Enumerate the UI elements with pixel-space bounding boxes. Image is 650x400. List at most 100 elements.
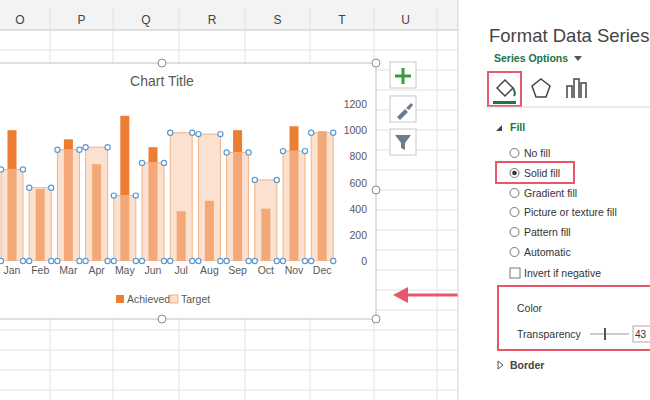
active-tab-bar	[493, 101, 516, 104]
highlight-box	[498, 286, 650, 350]
selection-handle	[111, 193, 116, 198]
selection-handle	[190, 258, 195, 263]
bar	[255, 180, 277, 261]
x-tick-label: Apr	[88, 264, 105, 276]
selection-handle	[196, 258, 201, 263]
highlight-box	[488, 72, 521, 106]
selection-handle	[55, 258, 60, 263]
series-options-icon[interactable]	[567, 79, 586, 98]
selection-handle	[274, 177, 279, 182]
legend: AchievedTarget	[116, 293, 210, 305]
selection-handle	[331, 130, 336, 135]
column-letter: R	[208, 13, 217, 27]
chart-styles-button[interactable]	[390, 96, 416, 122]
x-tick-label: Feb	[31, 264, 49, 276]
legend-swatch	[170, 295, 178, 303]
bar	[86, 147, 108, 261]
fill-option[interactable]: No fill	[524, 147, 550, 159]
row-line	[0, 370, 458, 371]
x-tick-label: Jun	[145, 264, 162, 276]
screen: OPQRSTUChart Title020040060080010001200J…	[0, 0, 650, 400]
chart: Chart Title020040060080010001200JanFebMa…	[0, 59, 380, 323]
bar	[142, 163, 164, 261]
radio-button[interactable]	[510, 228, 519, 237]
selection-handle	[246, 258, 251, 263]
fill-option[interactable]: Picture or texture fill	[524, 206, 617, 218]
slider-thumb[interactable]	[604, 328, 606, 340]
pane-border	[458, 0, 459, 400]
effects-icon[interactable]	[532, 79, 550, 97]
selection-handle	[168, 130, 173, 135]
selection-handle	[77, 147, 82, 152]
selection-handle	[105, 258, 110, 263]
selection-handle	[83, 258, 88, 263]
y-tick-label: 0	[361, 255, 367, 267]
selection-handle	[280, 149, 285, 154]
x-tick-label: Nov	[285, 264, 304, 276]
x-tick-label: Aug	[200, 264, 219, 276]
radio-button[interactable]	[510, 169, 519, 178]
bar	[1, 169, 23, 261]
selection-handle	[111, 258, 116, 263]
selection-handle	[309, 258, 314, 263]
bar	[170, 133, 192, 261]
transparency-value: 43	[635, 329, 647, 340]
transparency-label: Transparency	[517, 328, 582, 340]
legend-swatch	[116, 295, 124, 303]
radio-button[interactable]	[510, 189, 519, 198]
x-tick-label: May	[115, 264, 136, 276]
selection-handle	[0, 167, 4, 172]
fill-option[interactable]: Automatic	[524, 246, 571, 258]
selection-handles	[0, 130, 336, 263]
fill-option[interactable]: Gradient fill	[524, 187, 577, 199]
selection-handle	[139, 160, 144, 165]
column-letter: Q	[141, 13, 150, 27]
selection-handle	[27, 185, 32, 190]
section-label[interactable]: Series Options	[494, 52, 568, 64]
slider-track[interactable]	[590, 334, 629, 335]
checkbox-label[interactable]: Invert if negative	[524, 267, 601, 279]
fill-heading[interactable]: Fill	[510, 121, 525, 133]
y-tick-label: 400	[349, 203, 367, 215]
x-tick-label: Jul	[174, 264, 187, 276]
checkbox[interactable]	[510, 268, 520, 278]
chart-filters-button[interactable]	[390, 129, 416, 155]
row-line	[0, 390, 458, 391]
chart-resize-handle	[158, 59, 166, 67]
selection-handle	[83, 145, 88, 150]
legend-label: Target	[181, 293, 210, 305]
border-heading[interactable]: Border	[510, 359, 544, 371]
fill-option[interactable]: Solid fill	[524, 167, 560, 179]
selection-handle	[20, 258, 25, 263]
y-tick-label: 800	[349, 150, 367, 162]
column-header-bar	[0, 0, 458, 30]
radio-button[interactable]	[510, 208, 519, 217]
bar	[29, 188, 51, 261]
selection-handle	[55, 147, 60, 152]
chart-resize-handle	[158, 315, 166, 323]
bar	[311, 133, 333, 261]
fill-option[interactable]: Pattern fill	[524, 226, 571, 238]
selection-handle	[224, 150, 229, 155]
color-label: Color	[517, 302, 543, 314]
radio-button[interactable]	[510, 149, 519, 158]
radio-button[interactable]	[510, 248, 519, 257]
selection-handle	[190, 130, 195, 135]
selection-handle	[133, 258, 138, 263]
chart-resize-handle	[372, 59, 380, 67]
selection-handle	[139, 258, 144, 263]
selection-handle	[49, 185, 54, 190]
bar	[198, 134, 220, 261]
chart-elements-button[interactable]	[390, 62, 416, 88]
selection-handle	[302, 149, 307, 154]
brush-icon	[397, 103, 413, 120]
fill-line-icon[interactable]	[497, 80, 513, 96]
selection-handle	[20, 167, 25, 172]
transparency-input[interactable]	[633, 326, 650, 342]
highlight-box	[496, 162, 574, 183]
filter-icon	[395, 135, 411, 150]
chart-title: Chart Title	[130, 73, 194, 89]
header-border	[0, 30, 458, 31]
separator	[488, 107, 650, 108]
selection-handle	[218, 258, 223, 263]
